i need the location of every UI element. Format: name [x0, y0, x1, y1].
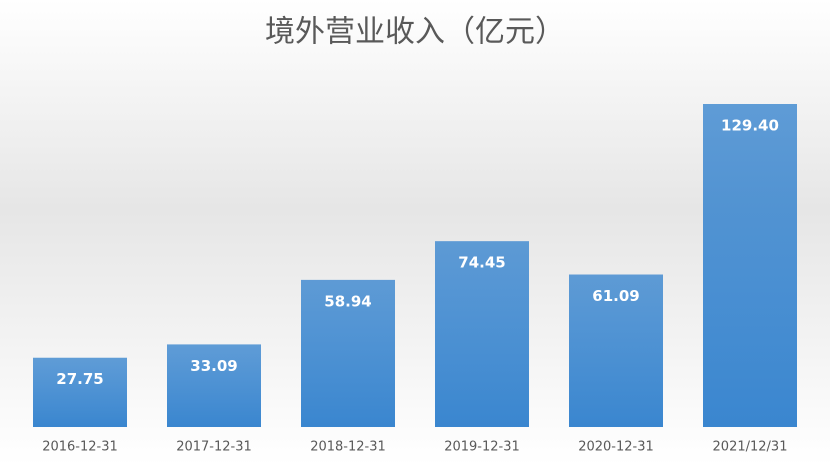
x-tick-label: 2021/12/31: [713, 440, 788, 455]
x-tick-label: 2019-12-31: [444, 440, 520, 455]
x-tick-label: 2020-12-31: [578, 440, 654, 455]
x-tick-label: 2017-12-31: [176, 440, 252, 455]
chart-title: 境外营业收入（亿元）: [265, 15, 565, 50]
bar: [33, 357, 127, 427]
value-label: 129.40: [721, 117, 779, 135]
value-label: 74.45: [458, 254, 505, 272]
value-label: 33.09: [190, 357, 237, 375]
bar: [301, 279, 395, 427]
bar: [167, 344, 261, 427]
bar: [569, 274, 663, 427]
bar: [435, 241, 529, 427]
value-label: 61.09: [592, 287, 639, 305]
x-tick-label: 2016-12-31: [42, 440, 118, 455]
value-label: 58.94: [324, 292, 371, 310]
bar: [703, 104, 797, 427]
x-tick-label: 2018-12-31: [310, 440, 386, 455]
value-label: 27.75: [56, 370, 103, 388]
